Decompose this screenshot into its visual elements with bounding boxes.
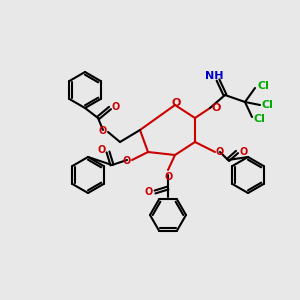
Text: O: O	[123, 156, 131, 166]
Text: O: O	[171, 98, 181, 108]
Text: Cl: Cl	[262, 100, 274, 110]
Text: O: O	[98, 145, 106, 155]
Text: NH: NH	[205, 71, 223, 81]
Text: O: O	[239, 147, 247, 157]
Text: Cl: Cl	[254, 114, 266, 124]
Text: O: O	[99, 126, 107, 136]
Text: Cl: Cl	[257, 81, 269, 91]
Text: O: O	[112, 102, 120, 112]
Text: O: O	[145, 187, 153, 197]
Text: O: O	[212, 103, 221, 113]
Text: O: O	[216, 147, 224, 157]
Text: O: O	[165, 172, 173, 182]
